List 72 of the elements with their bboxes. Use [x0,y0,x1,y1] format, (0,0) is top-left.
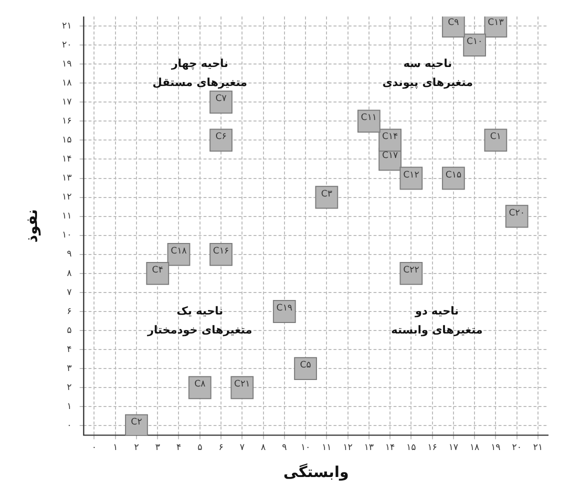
x-tick-label: ۱۹ [490,442,501,453]
x-tick-label: ۱۰ [300,442,310,453]
y-tick-label: ۱۹ [62,59,72,70]
x-tick-label: ۱۲ [342,442,353,453]
annotation: ناحیه سه متغیرهای پیوندی [382,57,473,90]
series-label: C۲۲ [403,265,420,276]
y-tick-label: ۱۳ [62,174,72,184]
y-tick-label: ۱۱ [62,212,72,222]
series-label: C۱۱ [360,113,377,124]
series-label: C۱۷ [382,151,398,162]
series-label: C۱۹ [276,303,293,314]
series-label: C۱۳ [488,18,504,28]
y-tick-label: ۱۶ [62,116,72,127]
series-label: C۱۵ [445,170,462,180]
y-tick-label: ۱۸ [62,78,72,88]
x-tick-label: ۲۱ [533,442,543,453]
series-label: C۲۰ [508,208,525,218]
series-label: C۹ [448,18,460,28]
x-tick-label: ۱۸ [470,442,480,453]
y-tick-label: ۵ [66,326,72,336]
series-label: C۴ [152,265,164,276]
y-tick-label: ۴ [66,344,72,355]
series-label: C۱۴ [382,132,398,142]
x-tick-label: ۹ [282,442,287,453]
series-label: C۷ [215,94,227,104]
x-tick-label: ۰ [92,442,97,453]
y-tick-label: ۶ [66,306,72,317]
series-label: C۸ [194,380,206,390]
x-tick-label: ۱۱ [322,442,332,453]
y-tick-label: ۸ [66,268,72,279]
y-tick-label: ۷ [66,288,72,298]
y-tick-label: ۱۵ [62,136,72,146]
y-tick-label: ۲۰ [62,40,72,50]
x-tick-label: ۷ [240,442,245,453]
series-label: C۱۰ [466,37,483,48]
y-tick-label: ۱۴ [62,154,72,165]
series-label: C۲۱ [234,380,250,390]
series-label: C۶ [215,132,227,142]
y-tick-label: ۱۰ [62,230,72,241]
x-tick-label: ۲۰ [512,442,522,453]
annotation: ناحیه چهار متغیرهای مستقل [152,57,248,90]
annotation: ناحیه دو متغیرهای وابسته [391,304,483,337]
y-tick-label: ۱۲ [62,192,72,203]
series-label: C۱۲ [403,170,420,180]
x-tick-label: ۱۷ [448,442,458,453]
y-tick-label: ۱ [66,402,72,412]
series-label: C۳ [321,189,332,200]
x-tick-label: ۲ [134,442,140,453]
x-tick-label: ۱۶ [427,442,438,453]
y-tick-label: ۰ [66,421,72,432]
x-tick-label: ۴ [176,442,182,453]
series-label: C۱ [490,132,502,142]
x-tick-label: ۵ [197,442,202,453]
x-tick-label: ۶ [218,442,224,453]
series-label: C۱۸ [170,246,187,256]
y-tick-label: ۳ [66,364,72,374]
series-label: C۵ [300,360,312,371]
x-tick-label: ۸ [260,442,266,453]
series-label: C۲ [130,418,142,428]
y-axis-title: نفوذ [22,209,41,243]
y-tick-label: ۲ [66,382,72,393]
y-tick-label: ۱۷ [62,97,72,108]
x-tick-label: ۱ [112,442,118,453]
x-axis-title: وابستگی [283,462,349,481]
series-label: C۱۶ [213,246,230,256]
annotation: ناحیه یک متغیرهای خودمختار [146,304,252,337]
y-tick-label: ۹ [66,250,72,260]
y-tick-label: ۲۱ [62,21,72,32]
x-tick-label: ۱۵ [406,442,416,453]
x-tick-label: ۳ [155,442,160,453]
x-tick-label: ۱۴ [385,442,396,453]
x-tick-label: ۱۳ [364,442,374,453]
